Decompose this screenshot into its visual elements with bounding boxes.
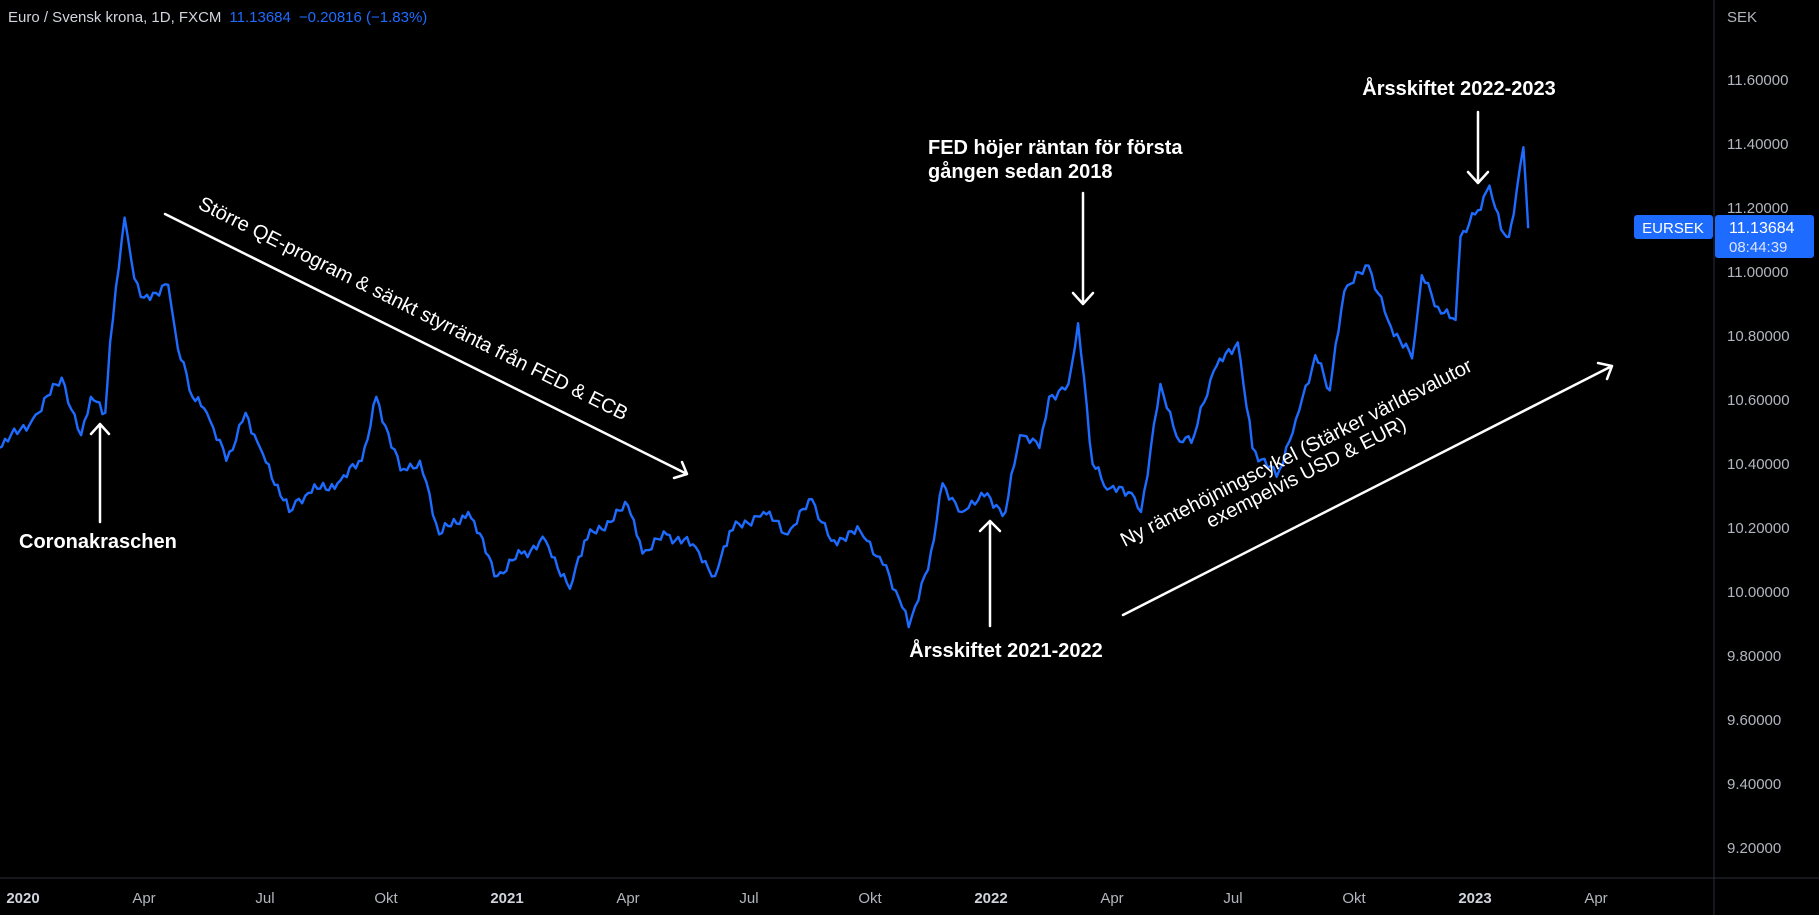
symbol-tag-bg [1634,215,1713,239]
time-tick-label: 2023 [1458,890,1491,907]
arrow-down-right-icon [163,212,689,480]
annotation-corona-text: Coronakraschen [19,531,177,553]
annotation-fed-line2: gången sedan 2018 [928,160,1113,183]
price-tick-label: 11.40000 [1727,136,1788,153]
annotation-corona: Coronakraschen [19,422,177,553]
annotation-2223: Årsskiftet 2022-2023 [1362,76,1556,185]
price-tick-label: 10.20000 [1727,520,1790,537]
last-price: 11.13684 [229,9,291,26]
price-tick-label: 9.80000 [1727,648,1781,665]
time-tick-label: 2020 [6,890,39,907]
time-axis[interactable]: 2020 Apr Jul Okt 2021 Apr Jul Okt 2022 Apr Jul Okt 2… [6,890,1607,907]
time-tick-label: Okt [374,890,398,907]
price-tick-label: 11.20000 [1727,200,1788,217]
time-tick-label: Apr [1100,890,1123,907]
last-price-tag-countdown: 08:44:39 [1729,239,1787,256]
annotation-qe-text: Större QE-program & sänkt styrränta från… [195,193,632,425]
time-tick-label: Jul [1223,890,1242,907]
last-price-tag-price: 11.13684 [1729,220,1795,237]
time-tick-label: Apr [132,890,155,907]
annotation-fed-line1: FED höjer räntan för första [928,137,1183,159]
time-tick-label: Okt [1342,890,1366,907]
price-tick-label: 10.00000 [1727,584,1790,601]
price-tick-label: 9.20000 [1727,840,1781,857]
annotation-qe: Större QE-program & sänkt styrränta från… [163,193,689,480]
time-tick-label: Jul [739,890,758,907]
last-price-tag-bg [1715,215,1814,258]
annotation-2223-text: Årsskiftet 2022-2023 [1362,76,1555,100]
annotation-2122-text: Årsskiftet 2021-2022 [909,638,1102,662]
symbol-tag: EURSEK [1634,215,1713,239]
symbol-tag-text: EURSEK [1642,220,1704,237]
price-change: −0.20816 (−1.83%) [298,9,428,26]
price-line [0,146,1530,629]
arrow-up-icon [978,519,1002,628]
arrow-up-icon [89,422,111,524]
price-tick-label: 11.00000 [1727,264,1788,281]
price-axis[interactable]: 11.60000 11.40000 11.20000 11.00000 10.80000… [1727,72,1790,857]
price-tick-label: 10.80000 [1727,328,1790,345]
currency-label: SEK [1727,9,1757,26]
arrow-up-right-icon [1121,361,1614,617]
chart-legend: Euro / Svensk krona, 1D, FXCM 11.13684 −0.… [8,9,427,26]
annotation-cycle-line1: Ny räntehöjningscykel (Stärker världsval… [1117,355,1476,552]
arrow-down-icon [1466,110,1490,185]
time-tick-label: Apr [1584,890,1607,907]
time-tick-label: 2021 [490,890,523,907]
price-tick-label: 10.40000 [1727,456,1790,473]
time-tick-label: Okt [858,890,882,907]
last-price-tag: 11.13684 08:44:39 [1715,215,1814,258]
price-tick-label: 10.60000 [1727,392,1790,409]
price-tick-label: 11.60000 [1727,72,1788,89]
price-tick-label: 9.40000 [1727,776,1781,793]
time-tick-label: Apr [616,890,639,907]
annotation-cycle: Ny räntehöjningscykel (Stärker världsval… [1117,355,1614,617]
price-tick-label: 9.60000 [1727,712,1781,729]
annotation-2122: Årsskiftet 2021-2022 [909,519,1103,662]
time-tick-label: 2022 [974,890,1007,907]
symbol-title: Euro / Svensk krona, 1D, FXCM [8,9,222,26]
time-tick-label: Jul [255,890,274,907]
arrow-down-icon [1071,191,1095,306]
annotation-fed: FED höjer räntan för första gången sedan… [928,137,1183,306]
